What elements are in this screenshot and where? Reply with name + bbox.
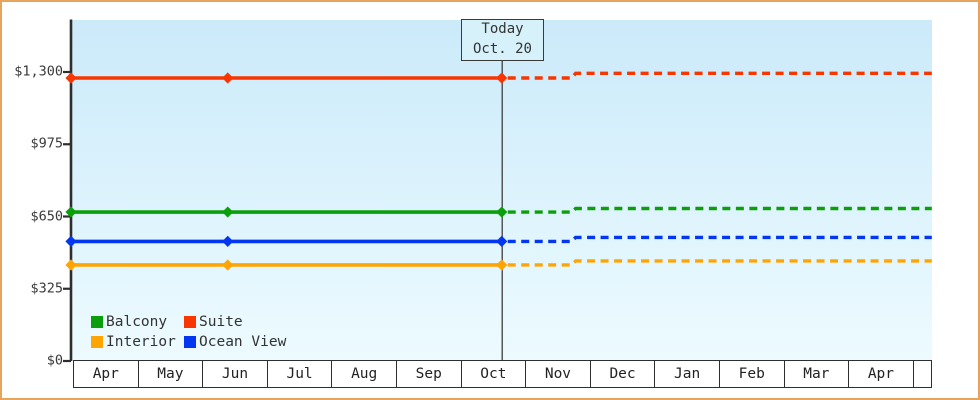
legend-swatch-icon <box>184 316 196 328</box>
legend-swatch-icon <box>91 336 103 348</box>
month-cell: Jan <box>655 361 720 387</box>
legend-item: Suite <box>184 314 286 330</box>
legend-item: Interior <box>91 334 184 350</box>
today-marker-box: Today Oct. 20 <box>461 19 544 61</box>
month-cell: Dec <box>591 361 656 387</box>
y-axis-label: $975 <box>30 135 63 152</box>
y-axis-label: $325 <box>30 280 63 297</box>
series-ocean-view <box>65 235 932 247</box>
today-date: Oct. 20 <box>472 41 532 57</box>
legend: Balcony Suite Interior Ocean View <box>91 314 286 350</box>
month-cell: Jun <box>203 361 268 387</box>
month-cell: Apr <box>849 361 914 387</box>
series-interior <box>65 259 932 271</box>
month-cell: Nov <box>526 361 591 387</box>
legend-swatch-icon <box>184 336 196 348</box>
y-axis-label: $650 <box>30 208 63 225</box>
y-axis-label: $1,300 <box>14 63 63 80</box>
month-cell: Jul <box>268 361 333 387</box>
y-axis-label: $0 <box>46 352 63 369</box>
month-cell: May <box>139 361 204 387</box>
legend-label: Interior <box>106 334 176 350</box>
month-cell-empty <box>914 361 931 387</box>
month-cell: Mar <box>785 361 850 387</box>
legend-item: Ocean View <box>184 334 286 350</box>
month-cell: Apr <box>74 361 139 387</box>
series-suite <box>65 71 932 84</box>
legend-label: Ocean View <box>199 334 287 350</box>
legend-label: Suite <box>199 314 243 330</box>
month-cell: Oct <box>462 361 527 387</box>
today-label: Today <box>481 21 524 38</box>
legend-item: Balcony <box>91 314 184 330</box>
x-axis-month-row: Apr May Jun Jul Aug Sep Oct Nov Dec Jan Feb Mar Apr <box>73 360 932 388</box>
month-cell: Aug <box>332 361 397 387</box>
month-cell: Feb <box>720 361 785 387</box>
legend-swatch-icon <box>91 316 103 328</box>
legend-label: Balcony <box>106 314 168 330</box>
month-cell: Sep <box>397 361 462 387</box>
series-balcony <box>65 206 932 218</box>
